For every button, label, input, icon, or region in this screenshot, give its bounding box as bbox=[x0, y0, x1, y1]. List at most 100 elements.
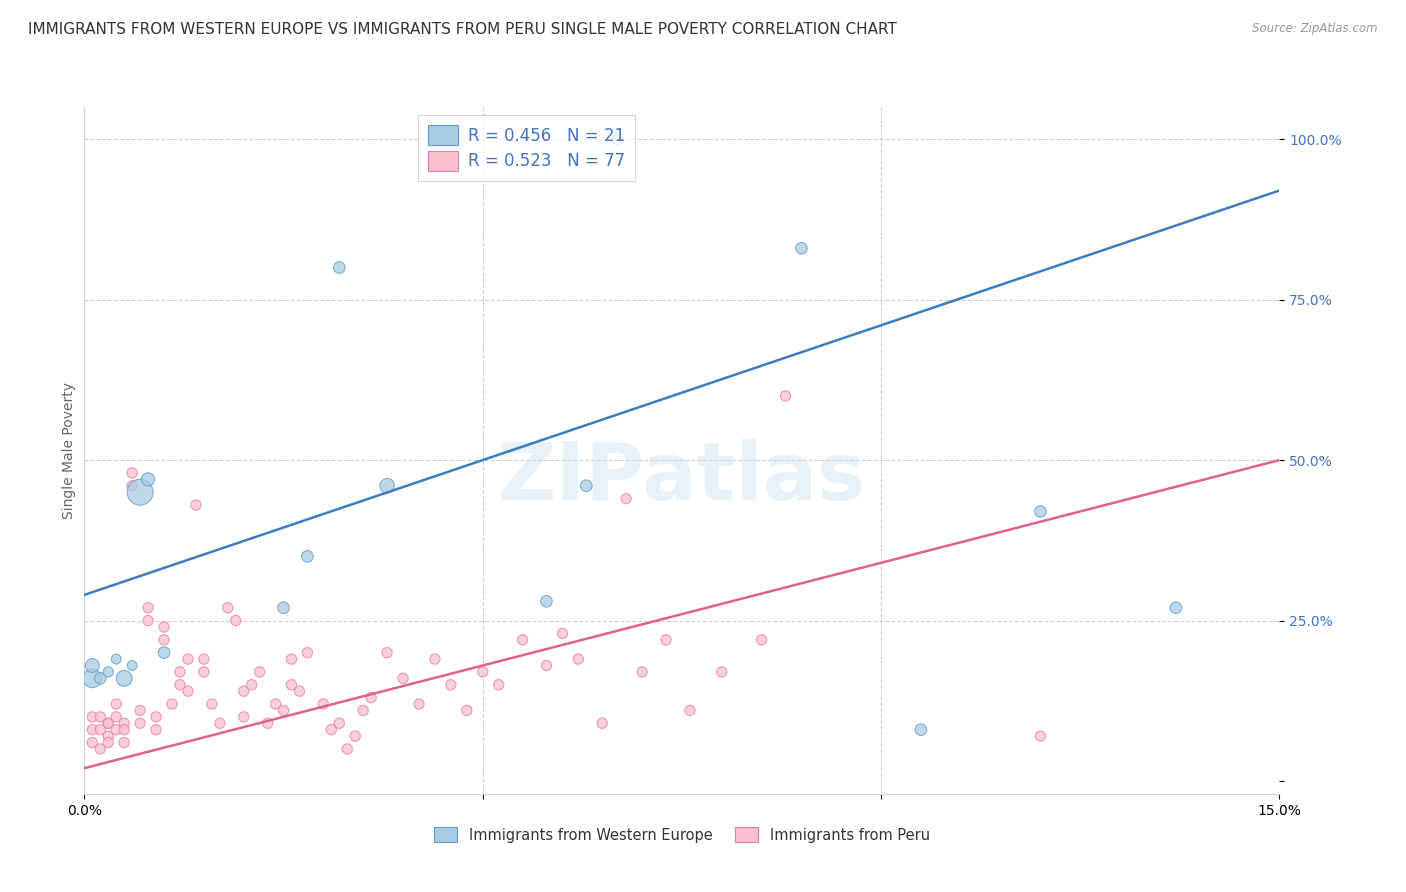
Point bbox=[264, 697, 287, 711]
Point bbox=[89, 742, 111, 756]
Point bbox=[97, 665, 120, 679]
Point bbox=[97, 716, 120, 731]
Point bbox=[201, 697, 224, 711]
Point bbox=[471, 665, 494, 679]
Point bbox=[193, 652, 215, 666]
Point bbox=[280, 652, 302, 666]
Point bbox=[375, 646, 398, 660]
Point bbox=[105, 710, 128, 724]
Point bbox=[280, 678, 302, 692]
Point bbox=[136, 472, 159, 486]
Point bbox=[153, 620, 176, 634]
Point bbox=[512, 632, 534, 647]
Point bbox=[169, 665, 191, 679]
Point bbox=[790, 241, 813, 255]
Point bbox=[751, 632, 773, 647]
Point bbox=[105, 697, 128, 711]
Point bbox=[273, 703, 295, 717]
Point bbox=[89, 723, 111, 737]
Point bbox=[360, 690, 382, 705]
Point bbox=[575, 479, 598, 493]
Text: Source: ZipAtlas.com: Source: ZipAtlas.com bbox=[1253, 22, 1378, 36]
Point bbox=[456, 703, 478, 717]
Point bbox=[232, 684, 254, 698]
Point bbox=[136, 614, 159, 628]
Point bbox=[82, 658, 104, 673]
Point bbox=[536, 658, 558, 673]
Point bbox=[105, 652, 128, 666]
Y-axis label: Single Male Poverty: Single Male Poverty bbox=[62, 382, 76, 519]
Point bbox=[591, 716, 613, 731]
Point bbox=[82, 723, 104, 737]
Point bbox=[160, 697, 183, 711]
Point bbox=[440, 678, 463, 692]
Point bbox=[97, 735, 120, 749]
Point bbox=[208, 716, 231, 731]
Point bbox=[232, 710, 254, 724]
Point bbox=[312, 697, 335, 711]
Text: ZIPatlas: ZIPatlas bbox=[498, 439, 866, 517]
Point bbox=[82, 735, 104, 749]
Point bbox=[679, 703, 702, 717]
Point bbox=[153, 632, 176, 647]
Point bbox=[121, 466, 143, 480]
Point bbox=[567, 652, 589, 666]
Point bbox=[145, 723, 167, 737]
Point bbox=[249, 665, 271, 679]
Point bbox=[89, 710, 111, 724]
Point bbox=[614, 491, 637, 506]
Point bbox=[82, 710, 104, 724]
Point bbox=[82, 671, 104, 685]
Point bbox=[129, 716, 152, 731]
Point bbox=[775, 389, 797, 403]
Point bbox=[112, 716, 135, 731]
Point bbox=[177, 652, 200, 666]
Point bbox=[344, 729, 367, 743]
Point bbox=[112, 671, 135, 685]
Point bbox=[1029, 504, 1052, 518]
Point bbox=[408, 697, 430, 711]
Point bbox=[217, 600, 239, 615]
Point bbox=[1029, 729, 1052, 743]
Point bbox=[129, 485, 152, 500]
Point bbox=[1164, 600, 1187, 615]
Point bbox=[336, 742, 359, 756]
Point bbox=[121, 479, 143, 493]
Point bbox=[710, 665, 733, 679]
Point bbox=[145, 710, 167, 724]
Point bbox=[240, 678, 263, 692]
Point bbox=[352, 703, 374, 717]
Text: IMMIGRANTS FROM WESTERN EUROPE VS IMMIGRANTS FROM PERU SINGLE MALE POVERTY CORRE: IMMIGRANTS FROM WESTERN EUROPE VS IMMIGR… bbox=[28, 22, 897, 37]
Point bbox=[607, 132, 630, 146]
Point bbox=[112, 723, 135, 737]
Point bbox=[97, 729, 120, 743]
Point bbox=[193, 665, 215, 679]
Point bbox=[910, 723, 932, 737]
Point bbox=[256, 716, 278, 731]
Point bbox=[297, 549, 319, 564]
Point bbox=[375, 479, 398, 493]
Point bbox=[97, 716, 120, 731]
Point bbox=[551, 626, 574, 640]
Point bbox=[273, 600, 295, 615]
Point bbox=[328, 260, 350, 275]
Point bbox=[129, 703, 152, 717]
Point bbox=[631, 665, 654, 679]
Point bbox=[169, 678, 191, 692]
Point bbox=[488, 678, 510, 692]
Point bbox=[136, 600, 159, 615]
Point bbox=[536, 594, 558, 608]
Point bbox=[177, 684, 200, 698]
Point bbox=[153, 646, 176, 660]
Point bbox=[288, 684, 311, 698]
Point bbox=[392, 671, 415, 685]
Point bbox=[121, 658, 143, 673]
Point bbox=[112, 735, 135, 749]
Legend: Immigrants from Western Europe, Immigrants from Peru: Immigrants from Western Europe, Immigran… bbox=[429, 822, 935, 848]
Point bbox=[225, 614, 247, 628]
Point bbox=[184, 498, 207, 512]
Point bbox=[328, 716, 350, 731]
Point bbox=[297, 646, 319, 660]
Point bbox=[89, 671, 111, 685]
Point bbox=[105, 723, 128, 737]
